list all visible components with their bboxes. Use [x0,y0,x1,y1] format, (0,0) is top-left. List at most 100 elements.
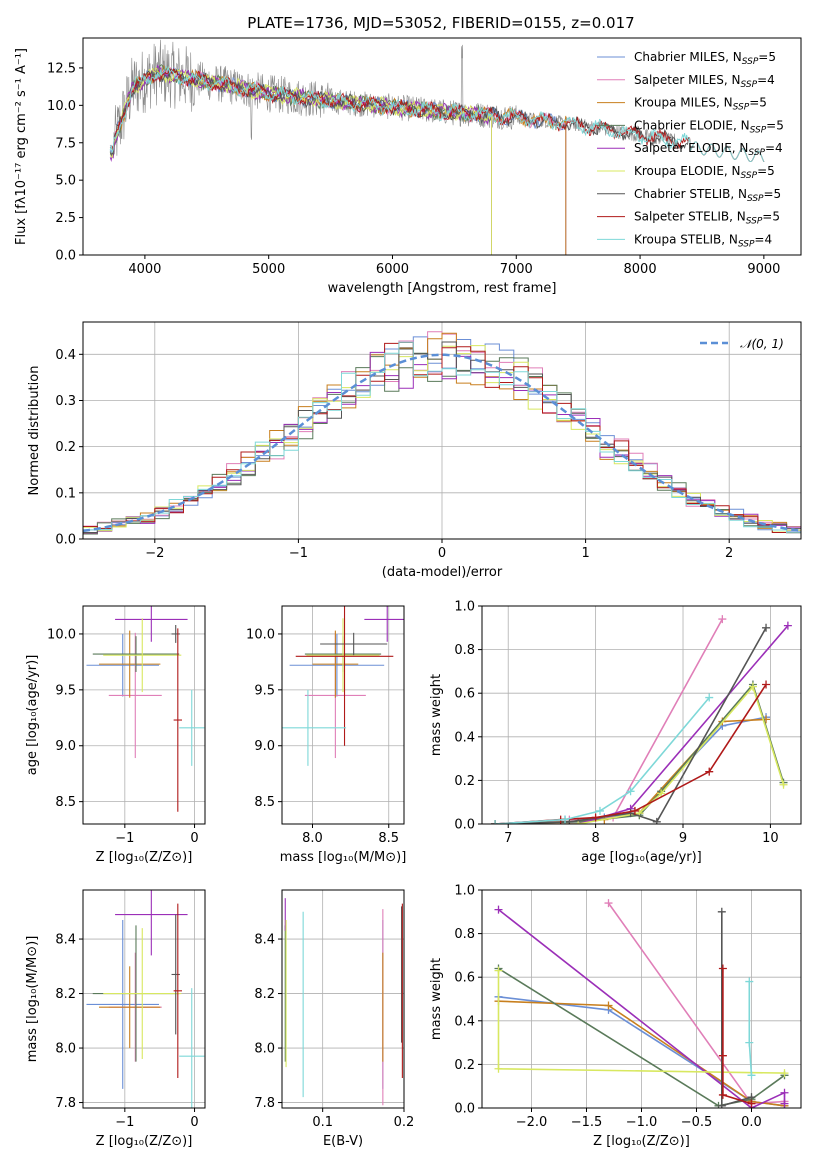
y-tick-label: 8.2 [254,987,275,1002]
y-tick-label: 2.5 [55,211,76,226]
legend-entry: Chabrier STELIB, NSSP=5 [634,187,781,204]
weight-vs-age-panel: 7 8 9 10 0.0 0.2 0.4 0.6 0.8 1.0 age [log₁₀(age/yr… [429,600,802,865]
errorbar-kroupa-stelib [179,988,205,1108]
y-tick-label: 9.5 [55,683,76,698]
errorbar-chabrier-stelib [171,625,180,643]
series-line [495,625,789,824]
age-vs-Z-plot-area [83,606,205,824]
x-tick-label: 0.1 [312,1115,333,1130]
model-spectrum-salpeter-stelib [109,67,765,163]
spectrum-panel: 4000 5000 6000 7000 8000 9000 0.0 2.5 5.0 7.5 10.0… [14,37,802,296]
data-point [494,905,503,914]
data-point [595,806,604,815]
spectrum-plot-area [109,39,765,255]
x-tick-label: −2 [145,546,164,561]
series-kroupa-elodie [491,682,788,824]
errorbar-salpeter-stelib [295,606,394,746]
errorbar-salpeter-stelib [173,903,182,1079]
legend-entry: Kroupa MILES, NSSP=5 [634,96,767,113]
model-spectrum-salpeter-elodie [109,64,492,255]
x-tick-label: −1 [289,546,308,561]
weight-vs-age-frame [481,605,802,825]
y-tick-label: 7.8 [55,1096,76,1111]
y-tick-label: 0.4 [454,1014,475,1029]
series-kroupa-stelib [491,693,714,824]
series-kroupa-elodie [494,966,789,1078]
mass-vs-Z-plot-area [83,890,205,1108]
data-point [491,820,500,824]
y-tick-label: 10.0 [47,99,76,114]
mass-vs-EBV-frame [281,889,405,1109]
legend-entry: Salpeter MILES, NSSP=4 [634,73,775,90]
age-vs-Z-y-axis-label: age [log₁₀(age/yr)] [25,655,40,776]
legend-entry: Chabrier MILES, NSSP=5 [634,50,776,67]
spectrum-frame [82,37,802,256]
y-tick-label: 9.0 [254,739,275,754]
spectrum-y-axis-label: Flux [fλ10⁻¹⁷ erg cm⁻² s⁻¹ A⁻¹] [14,48,29,245]
mass-vs-EBV-panel: 0.1 0.2 7.8 8.0 8.2 8.4 E(B-V) [254,889,414,1149]
y-tick-label: 8.4 [254,933,275,948]
data-point [748,682,757,691]
series-line [495,684,767,824]
residuals-y-axis-label: Normed distribution [27,366,42,496]
x-tick-label: 8000 [624,262,657,277]
age-vs-Z-frame [82,605,206,825]
data-point [561,815,570,824]
y-tick-label: 7.5 [55,136,76,151]
legend-entry: Chabrier ELODIE, NSSP=5 [634,118,784,135]
x-tick-label: −2.0 [516,1115,548,1130]
y-tick-label: 0.0 [454,1102,475,1117]
y-tick-label: 5.0 [55,174,76,189]
data-point [630,806,639,815]
data-point [747,1099,756,1108]
x-tick-label: 10 [762,831,779,846]
series-chabrier-stelib [491,623,771,824]
x-tick-label: 0 [190,1115,198,1130]
x-tick-label: 0 [190,831,198,846]
series-kroupa-stelib [745,977,756,1080]
weight-vs-Z-x-axis-label: Z [log₁₀(Z/Z⊙)] [593,1134,690,1149]
x-tick-label: 4000 [128,262,161,277]
y-tick-label: 0.8 [454,643,475,658]
data-point [652,817,661,824]
mass-vs-Z-y-axis-label: mass [log₁₀(M/M⊙)] [25,936,40,1063]
weight-vs-age-x-axis-label: age [log₁₀(age/yr)] [581,850,702,865]
mass-vs-Z-frame [82,889,206,1109]
errorbar-salpeter-elodie [364,606,404,642]
errorbar-kroupa-elodie [306,618,380,693]
age-vs-Z-x-axis-label: Z [log₁₀(Z/Z⊙)] [96,850,193,865]
legend-entry: Kroupa STELIB, NSSP=4 [634,232,772,249]
y-tick-label: 0.8 [454,927,475,942]
weight-vs-Z-panel: −2.0 −1.5 −1.0 −0.5 0.0 0.0 0.2 0.4 0.6 0.8 1.0 Z [… [429,884,802,1149]
age-vs-Z-panel: −1 0 8.5 9.0 9.5 10.0 Z [log₁₀(Z/Z⊙)] age [log₁… [25,605,206,865]
y-tick-label: 8.0 [55,1042,76,1057]
y-tick-label: 9.0 [55,739,76,754]
data-point [780,1099,789,1108]
y-tick-label: 1.0 [454,884,475,899]
errorbar-chabrier-stelib [320,632,388,656]
series-line [495,682,785,824]
data-point [747,1071,756,1080]
errorbar-kroupa-stelib [282,689,347,766]
data-point [705,693,714,702]
y-tick-label: 0.2 [454,774,475,789]
x-tick-label: 0.0 [741,1115,762,1130]
errorbar-kroupa-elodie [103,618,182,693]
x-tick-label: 9 [679,831,687,846]
mass-vs-EBV-plot-area [282,890,404,1108]
mass-vs-EBV-x-axis-label: E(B-V) [323,1134,363,1149]
legend-entry: Kroupa ELODIE, NSSP=5 [634,164,775,181]
x-tick-label: 8 [591,831,599,846]
spectrum-legend: Chabrier MILES, NSSP=5 Salpeter MILES, NS… [597,50,784,249]
histogram-kroupa-stelib [83,341,801,534]
weight-vs-Z-y-axis-label: mass weight [429,958,444,1040]
legend-entry: Salpeter STELIB, NSSP=5 [634,210,780,227]
y-tick-label: 1.0 [454,600,475,615]
panels: 4000 5000 6000 7000 8000 90000.02.55.07.510.0… [14,37,802,1149]
x-tick-label: −1.5 [571,1115,603,1130]
histogram-salpeter-stelib [83,342,801,534]
errorbar-chabrier-elodie [92,636,180,672]
y-tick-label: 0.0 [55,249,76,264]
data-point [626,787,635,796]
data-point [717,907,726,916]
